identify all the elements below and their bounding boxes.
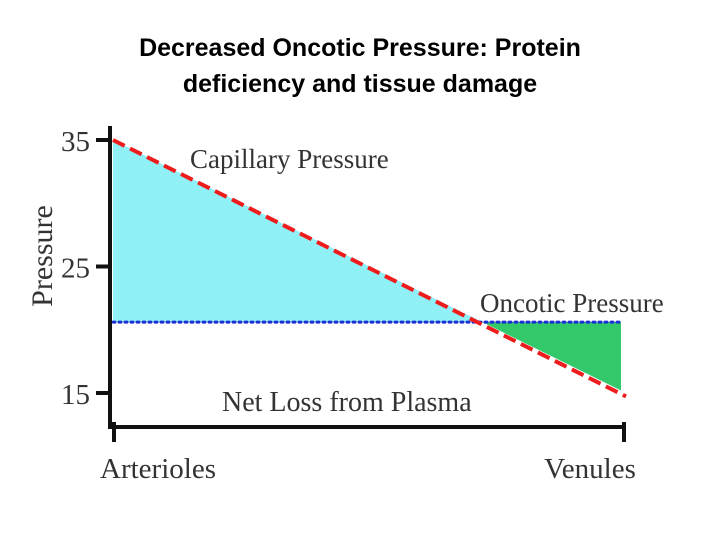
- slide-title: Decreased Oncotic Pressure: Protein defi…: [0, 30, 720, 102]
- oncotic-pressure-label: Oncotic Pressure: [480, 288, 664, 318]
- y-axis-label: Pressure: [26, 205, 59, 307]
- y-tick-label: 35: [61, 126, 90, 158]
- x-tick-label: Venules: [544, 453, 636, 485]
- capillary-pressure-label: Capillary Pressure: [190, 144, 389, 174]
- y-tick-label: 25: [61, 253, 90, 285]
- y-ticks: 15 25 35: [61, 126, 110, 411]
- capillary-pressure-line: [112, 138, 627, 399]
- reabsorption-area: [482, 322, 621, 391]
- slide-title-line-2: deficiency and tissue damage: [182, 70, 538, 98]
- x-ticks: Arterioles Venules: [100, 422, 636, 485]
- slide-title-line-1: Decreased Oncotic Pressure: Protein: [139, 34, 581, 62]
- x-tick-label: Arterioles: [100, 453, 216, 485]
- y-tick-label: 15: [61, 379, 90, 411]
- net-loss-annotation: Net Loss from Plasma: [222, 387, 472, 418]
